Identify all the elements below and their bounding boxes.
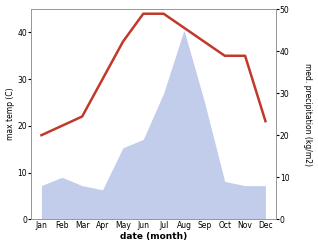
Y-axis label: max temp (C): max temp (C) <box>5 88 15 141</box>
Y-axis label: med. precipitation (kg/m2): med. precipitation (kg/m2) <box>303 63 313 166</box>
X-axis label: date (month): date (month) <box>120 232 187 242</box>
